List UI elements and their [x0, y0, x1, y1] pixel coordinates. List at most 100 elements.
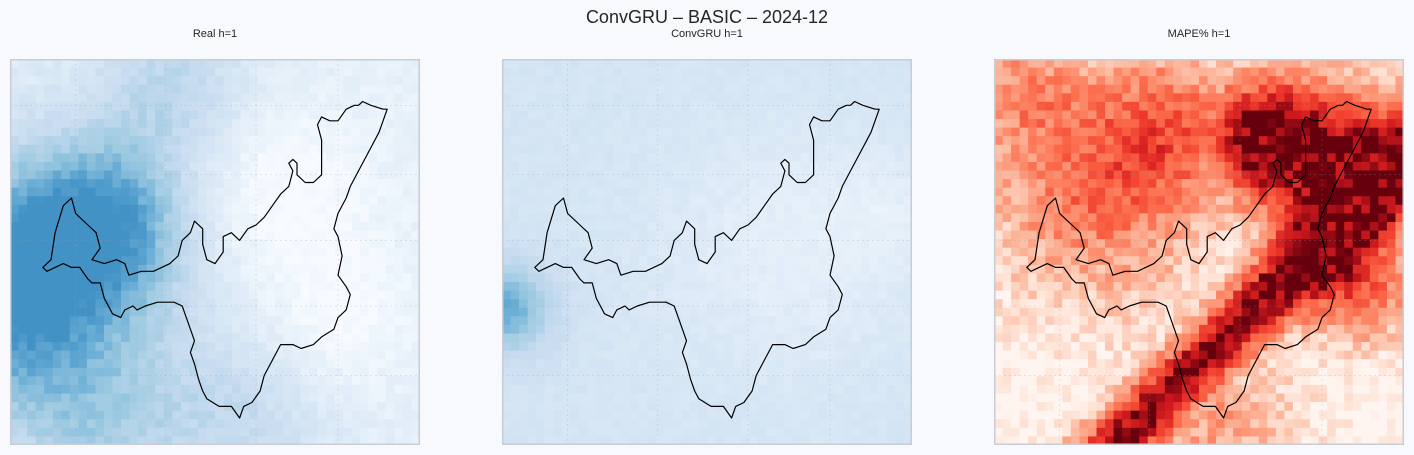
- heatmap-cell: [681, 367, 691, 377]
- heatmap-cell: [291, 350, 302, 360]
- heatmap-cell: [95, 144, 105, 154]
- heatmap-cell: [604, 110, 614, 120]
- heatmap-cell: [621, 350, 631, 360]
- heatmap-cell: [10, 161, 20, 172]
- heatmap-cell: [240, 350, 250, 360]
- heatmap-cell: [112, 393, 122, 403]
- heatmap-cell: [18, 179, 28, 189]
- heatmap-cell: [707, 350, 717, 360]
- heatmap-cell: [240, 367, 250, 377]
- heatmap-cell: [52, 239, 62, 249]
- heatmap-cell: [146, 367, 156, 377]
- heatmap-cell: [300, 316, 310, 326]
- heatmap-cell: [527, 136, 537, 146]
- heatmap-cell: [672, 76, 682, 86]
- heatmap-cell: [69, 76, 79, 86]
- heatmap-cell: [1267, 136, 1277, 146]
- heatmap-cell: [835, 324, 845, 335]
- heatmap-cell: [411, 196, 420, 206]
- heatmap-cell: [843, 59, 853, 69]
- heatmap-cell: [86, 333, 97, 343]
- heatmap-cell: [103, 59, 114, 69]
- heatmap-cell: [300, 76, 310, 86]
- heatmap-cell: [402, 316, 413, 326]
- heatmap-cell: [766, 376, 776, 386]
- heatmap-cell: [715, 342, 725, 352]
- heatmap-cell: [240, 290, 250, 300]
- heatmap-cell: [613, 436, 623, 445]
- heatmap-cell: [775, 119, 785, 129]
- heatmap-cell: [334, 161, 344, 172]
- heatmap-cell: [595, 384, 606, 395]
- heatmap-cell: [578, 204, 589, 214]
- heatmap-cell: [146, 230, 156, 240]
- heatmap-cell: [749, 393, 759, 403]
- heatmap-cell: [215, 204, 225, 214]
- heatmap-cell: [121, 59, 131, 69]
- heatmap-cell: [613, 119, 623, 129]
- heatmap-cell: [44, 230, 54, 240]
- heatmap-cell: [232, 187, 242, 197]
- heatmap-cell: [638, 196, 648, 206]
- heatmap-cell: [561, 239, 571, 249]
- heatmap-cell: [385, 316, 395, 326]
- heatmap-cell: [283, 144, 293, 154]
- heatmap-cell: [52, 170, 62, 180]
- heatmap-cell: [180, 282, 190, 292]
- heatmap-cell: [519, 76, 529, 86]
- heatmap-cell: [112, 110, 122, 120]
- heatmap-cell: [1258, 153, 1268, 163]
- heatmap-cell: [95, 196, 105, 206]
- heatmap-cell: [707, 342, 717, 352]
- heatmap-cell: [232, 376, 242, 386]
- heatmap-cell: [1122, 59, 1132, 69]
- heatmap-cell: [638, 307, 648, 317]
- heatmap-cell: [10, 359, 20, 369]
- heatmap-cell: [604, 282, 614, 292]
- heatmap-cell: [758, 221, 768, 232]
- heatmap-cell: [775, 359, 785, 369]
- heatmap-cell: [758, 367, 768, 377]
- heatmap-cell: [903, 153, 912, 163]
- heatmap-cell: [1036, 101, 1046, 112]
- heatmap-cell: [61, 196, 71, 206]
- heatmap-cell: [519, 127, 529, 137]
- heatmap-cell: [326, 110, 336, 120]
- heatmap-cell: [553, 324, 563, 335]
- heatmap-cell: [681, 307, 691, 317]
- heatmap-cell: [308, 436, 319, 445]
- heatmap-cell: [775, 350, 785, 360]
- heatmap-cell: [1062, 136, 1072, 146]
- heatmap-cell: [189, 393, 199, 403]
- heatmap-cell: [394, 119, 404, 129]
- heatmap-cell: [749, 179, 759, 189]
- heatmap-cell: [112, 144, 122, 154]
- heatmap-cell: [1386, 110, 1397, 120]
- heatmap-cell: [343, 410, 353, 420]
- heatmap-cell: [317, 119, 327, 129]
- heatmap-cell: [215, 247, 225, 257]
- heatmap-cell: [1224, 110, 1234, 120]
- heatmap-cell: [112, 342, 122, 352]
- heatmap-cell: [613, 93, 623, 103]
- heatmap-cell: [368, 153, 378, 163]
- heatmap-cell: [1130, 110, 1140, 120]
- heatmap-cell: [587, 307, 597, 317]
- heatmap-cell: [411, 101, 420, 112]
- heatmap-cell: [103, 393, 114, 403]
- heatmap-cell: [1139, 144, 1149, 154]
- heatmap-cell: [672, 282, 682, 292]
- heatmap-cell: [544, 67, 554, 77]
- heatmap-cell: [1386, 136, 1397, 146]
- heatmap-cell: [852, 410, 862, 420]
- heatmap-cell: [544, 342, 554, 352]
- heatmap-cell: [155, 307, 165, 317]
- heatmap-cell: [843, 299, 853, 309]
- heatmap-cell: [800, 221, 811, 232]
- heatmap-cell: [1147, 84, 1157, 94]
- heatmap-cell: [630, 230, 640, 240]
- heatmap-cell: [291, 144, 302, 154]
- heatmap-cell: [249, 427, 259, 438]
- heatmap-cell: [707, 256, 717, 266]
- heatmap-cell: [146, 350, 156, 360]
